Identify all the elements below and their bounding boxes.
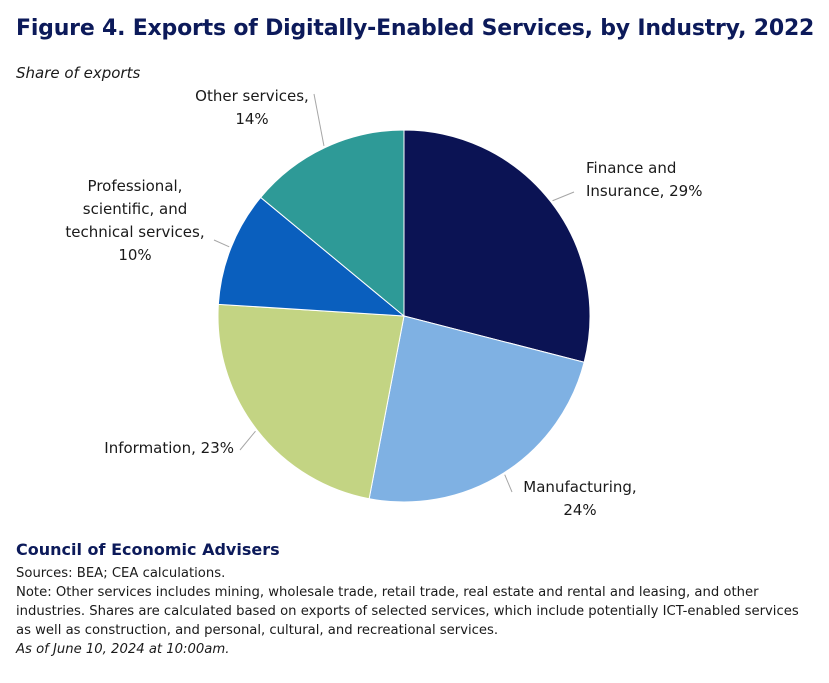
leader-line-2 xyxy=(504,474,513,493)
sources-text: Sources: BEA; CEA calculations. xyxy=(16,566,226,581)
data-label-1: Finance and Insurance, 29% xyxy=(586,159,702,200)
leader-line-4 xyxy=(213,239,230,248)
leader-line-1 xyxy=(552,191,575,202)
pie-slice-4 xyxy=(217,196,406,317)
data-label-3: Information, 23% xyxy=(104,439,234,457)
chart-subtitle: Share of exports xyxy=(16,64,141,82)
pie-slice-2 xyxy=(368,315,585,503)
chart-title: Figure 4. Exports of Digitally-Enabled S… xyxy=(16,16,815,41)
leader-line-5 xyxy=(313,93,325,146)
pie-slice-5 xyxy=(259,129,405,318)
footer: Council of Economic Advisers Sources: BE… xyxy=(16,540,816,659)
pie-chart: Finance and Insurance, 29% Manufacturing, 2… xyxy=(65,87,702,519)
data-label-2: Manufacturing, 24% xyxy=(523,478,636,519)
pie-slice-3 xyxy=(217,303,405,500)
leader-line-3 xyxy=(239,430,256,451)
note-text: Note: Other services includes mining, wh… xyxy=(16,585,799,638)
data-label-5: Other services, 14% xyxy=(195,87,309,128)
pie-slice-1 xyxy=(403,129,591,363)
as-of-text: As of June 10, 2024 at 10:00am. xyxy=(16,642,230,657)
organization-name: Council of Economic Advisers xyxy=(16,540,280,559)
data-label-4: Professional, scientific, and technical se… xyxy=(65,177,204,264)
